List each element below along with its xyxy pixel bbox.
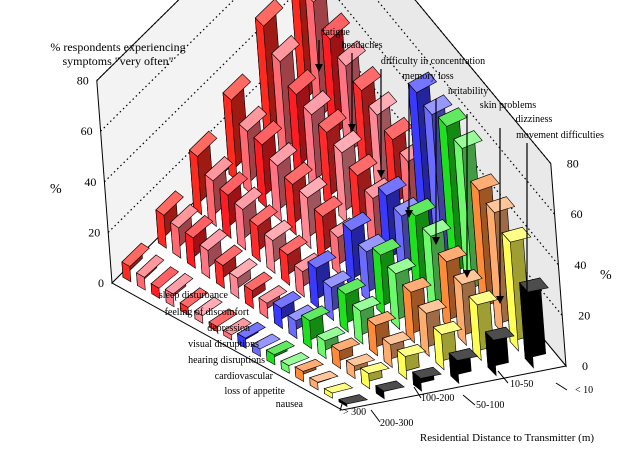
- bar-loss-of-appetite-50-100: [396, 344, 427, 380]
- gridline: [103, 0, 559, 266]
- series-label-dizziness: dizziness: [516, 114, 553, 125]
- bar-visual-disruptions-10: [280, 352, 310, 374]
- arrowhead-icon: [432, 237, 440, 245]
- row-label-hearing-disruptions: hearing disruptions: [188, 355, 265, 366]
- distance-label-50-100: 50-100: [476, 400, 504, 411]
- series-label-memory-loss: memory loss: [402, 71, 453, 82]
- bar-cardiovascular-10: [308, 370, 339, 391]
- chart-labels: 0 0 20 20 40 40 60 60 80 80 sleep disturbance feeli…: [77, 27, 604, 429]
- bar-hearing-disruptions-10-50: [330, 337, 361, 370]
- bar-cardiovascular-100-200: [417, 298, 448, 358]
- series-label-difficulty-in-concentration: difficulty in concentration: [381, 56, 485, 67]
- arrowhead-icon: [496, 296, 504, 304]
- right-tick-label: 0: [582, 359, 588, 373]
- distance-leader: [555, 382, 568, 391]
- row-label-visual-disruptions: visual disruptions: [188, 339, 259, 350]
- bar-nausea-10-50: [374, 380, 405, 400]
- series-label-fatigue: fatigue: [322, 27, 350, 38]
- bar-difficulty-in-concentration-10: [150, 266, 180, 299]
- right-tick-label: 60: [571, 207, 583, 221]
- bar-loss-of-appetite-10: [323, 382, 354, 399]
- bar-movement-difficulties-10: [222, 317, 252, 341]
- chart-title-line-1: % respondents experiencing: [50, 40, 185, 54]
- series-label-movement-difficulties: movement difficulties: [516, 130, 604, 141]
- row-label-depression: depression: [207, 323, 250, 334]
- right-tick-label: 20: [578, 308, 590, 322]
- distance-leader: [370, 409, 381, 423]
- bar-dizziness-10: [208, 308, 238, 333]
- arrowhead-icon: [315, 64, 323, 72]
- bar-cardiovascular-50-100: [381, 331, 412, 369]
- bar-memory-loss-10-50: [199, 228, 229, 280]
- bar-dizziness-10-50: [243, 271, 273, 310]
- row-label-nausea: nausea: [276, 399, 304, 410]
- bar-sleep-disturbance-10: [236, 321, 266, 349]
- bar-depression-10: [265, 340, 296, 366]
- bar-headaches-10: [135, 254, 165, 291]
- left-tick-label: 40: [84, 175, 96, 189]
- row-label-loss-of-appetite: loss of appetite: [224, 386, 285, 397]
- y-axis-label-right: %: [600, 268, 612, 283]
- arrowhead-icon: [377, 170, 385, 178]
- bar-irritability-10-50: [214, 244, 244, 290]
- chart-bars: [121, 0, 549, 408]
- bar-irritability-10: [179, 287, 209, 316]
- left-tick-label: 80: [77, 74, 89, 88]
- arrowhead-icon: [463, 270, 471, 278]
- right-tick-label: 40: [574, 258, 586, 272]
- bar-difficulty-in-concentration-50-100: [219, 171, 248, 239]
- distance-label-200-300: 200-300: [380, 418, 413, 429]
- bar-cardiovascular-10-50: [345, 353, 376, 380]
- chart-title-line-2: symptoms "very often": [62, 54, 173, 68]
- distance-label-10-50: 10-50: [510, 379, 533, 390]
- bar-skin-problems-10: [193, 296, 223, 324]
- y-axis-label-left: %: [50, 182, 62, 197]
- left-tick-label: 20: [88, 225, 100, 239]
- bar-visual-disruptions-50-100: [351, 295, 382, 345]
- distance-leader: [497, 370, 509, 384]
- bar-feeling-of-discomfort-10: [251, 333, 281, 358]
- row-label-sleep-disturbance: sleep disturbance: [159, 290, 229, 301]
- bar-fatigue-10: [121, 242, 150, 283]
- series-label-irritability: irritability: [448, 86, 489, 97]
- series-label-skin-problems: skin problems: [480, 100, 536, 111]
- distance-label-10: < 10: [575, 385, 593, 396]
- bar-nausea-100-200: [448, 348, 479, 385]
- arrowhead-icon: [405, 210, 413, 218]
- arrowhead-icon: [348, 124, 356, 132]
- gridline: [100, 0, 556, 215]
- left-tick-label: 0: [98, 276, 104, 290]
- arrowhead-icon: [523, 317, 531, 325]
- left-tick-label: 60: [81, 124, 93, 138]
- distance-label-100-200: 100-200: [421, 393, 454, 404]
- bar-headaches-10-50: [170, 203, 199, 259]
- series-label-headaches: headaches: [341, 40, 382, 51]
- row-label-cardiovascular: cardiovascular: [215, 371, 274, 382]
- x-axis-label: Residential Distance to Transmitter (m): [420, 432, 594, 444]
- distance-label-300: > 300: [343, 407, 366, 418]
- bar-loss-of-appetite-200-300: [468, 290, 499, 362]
- bar-nausea-200-300: [484, 326, 515, 377]
- bar-fatigue-50-100: [188, 130, 218, 216]
- gridline: [96, 0, 552, 164]
- distance-leader: [462, 394, 476, 406]
- right-tick-label: 80: [567, 157, 579, 171]
- bar-movement-difficulties-10-50: [258, 284, 288, 320]
- bar-nausea-50-100: [411, 366, 442, 392]
- bar-memory-loss-10: [164, 272, 194, 308]
- row-label-feeling-of-discomfort: feeling of discomfort: [165, 307, 250, 318]
- bar-feeling-of-discomfort-10-50: [287, 304, 317, 340]
- bar-depression-10-50: [301, 305, 331, 350]
- distance-leader: [413, 386, 422, 399]
- bar-skin-problems-10-50: [228, 257, 258, 300]
- bar-difficulty-in-concentration-10-50: [184, 214, 214, 269]
- bar-loss-of-appetite-10-50: [359, 362, 390, 390]
- bar-loss-of-appetite-100-200: [432, 320, 463, 371]
- bar-hearing-disruptions-10: [294, 358, 324, 383]
- distance-leader: [339, 403, 343, 412]
- series-arrows: [315, 40, 531, 325]
- bar-nausea-10: [338, 394, 369, 408]
